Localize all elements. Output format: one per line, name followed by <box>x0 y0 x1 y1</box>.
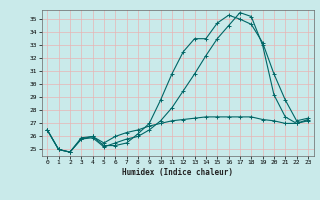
X-axis label: Humidex (Indice chaleur): Humidex (Indice chaleur) <box>122 168 233 177</box>
